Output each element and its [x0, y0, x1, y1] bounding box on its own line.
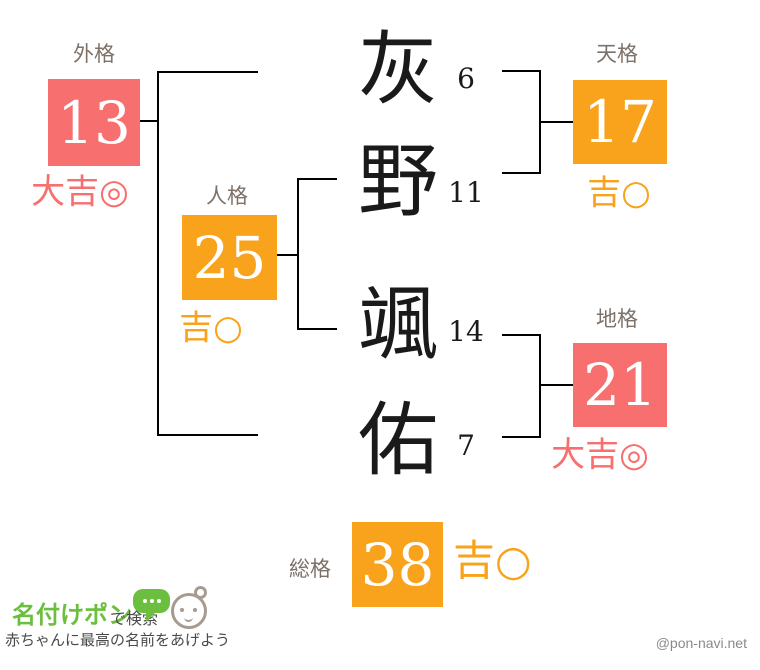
baby-eye-left	[180, 608, 184, 612]
site-credit: @pon-navi.net	[655, 635, 747, 651]
chikaku-bracket-vertical-line	[539, 334, 541, 438]
jinkaku-label: 人格	[206, 185, 248, 208]
bubble-dot	[142, 599, 147, 603]
soukaku-value: 38	[360, 530, 435, 599]
tenkaku-label: 天格	[596, 43, 638, 66]
jinkaku-bracket-bottom-line	[297, 328, 337, 330]
baby-face-icon	[170, 586, 214, 630]
tenkaku-box-connector-line	[541, 121, 573, 123]
tenkaku-bracket-bottom-line	[502, 172, 539, 174]
jinkaku-value: 25	[192, 223, 267, 292]
tenkaku-fortune: 吉○	[587, 173, 651, 213]
soukaku-fortune: 吉○	[453, 536, 532, 585]
gaikaku-fortune: 大吉◎	[31, 172, 129, 212]
brand-tagline: 赤ちゃんに最高の名前をあげよう	[5, 632, 231, 649]
gaikaku-label: 外格	[73, 43, 115, 66]
baby-eye-right	[193, 608, 197, 612]
chikaku-bracket-bottom-line	[502, 436, 539, 438]
name-character-2: 野	[358, 135, 438, 228]
gaikaku-bracket-bottom-line	[157, 434, 258, 436]
gaikaku-bracket-vertical-line	[157, 71, 159, 436]
baby-face-outline	[171, 593, 207, 629]
soukaku-label: 総格	[289, 558, 331, 581]
name-character-3: 颯	[358, 278, 438, 371]
chikaku-value: 21	[583, 351, 657, 419]
stroke-count-1: 6	[457, 62, 475, 95]
chikaku-box-connector-line	[541, 384, 573, 386]
baby-mouth	[184, 615, 193, 622]
chikaku-value-box: 21	[573, 343, 667, 427]
name-character-1: 灰	[358, 23, 438, 116]
stroke-count-3: 14	[448, 315, 484, 348]
gaikaku-box-connector-line	[140, 120, 157, 122]
soukaku-value-box: 38	[352, 522, 443, 607]
jinkaku-value-box: 25	[182, 215, 277, 300]
tenkaku-value-box: 17	[573, 80, 667, 164]
gaikaku-bracket-top-line	[157, 71, 258, 73]
brand-logo-text: 名付けポン	[12, 602, 132, 629]
bubble-dot	[156, 599, 161, 603]
jinkaku-box-connector-line	[277, 254, 297, 256]
chikaku-label: 地格	[596, 308, 638, 331]
jinkaku-fortune: 吉○	[179, 308, 243, 348]
name-character-4: 佑	[358, 394, 438, 487]
bubble-dot	[149, 599, 154, 603]
jinkaku-bracket-top-line	[297, 178, 337, 180]
tenkaku-bracket-vertical-line	[539, 70, 541, 174]
chikaku-bracket-top-line	[502, 334, 539, 336]
chikaku-fortune: 大吉◎	[551, 435, 649, 475]
stroke-count-4: 7	[457, 429, 475, 462]
gaikaku-value-box: 13	[48, 79, 140, 166]
gaikaku-value: 13	[57, 88, 131, 157]
tenkaku-value: 17	[583, 88, 657, 156]
jinkaku-bracket-vertical-line	[297, 178, 299, 330]
tenkaku-bracket-top-line	[502, 70, 539, 72]
stroke-count-2: 11	[448, 176, 484, 209]
